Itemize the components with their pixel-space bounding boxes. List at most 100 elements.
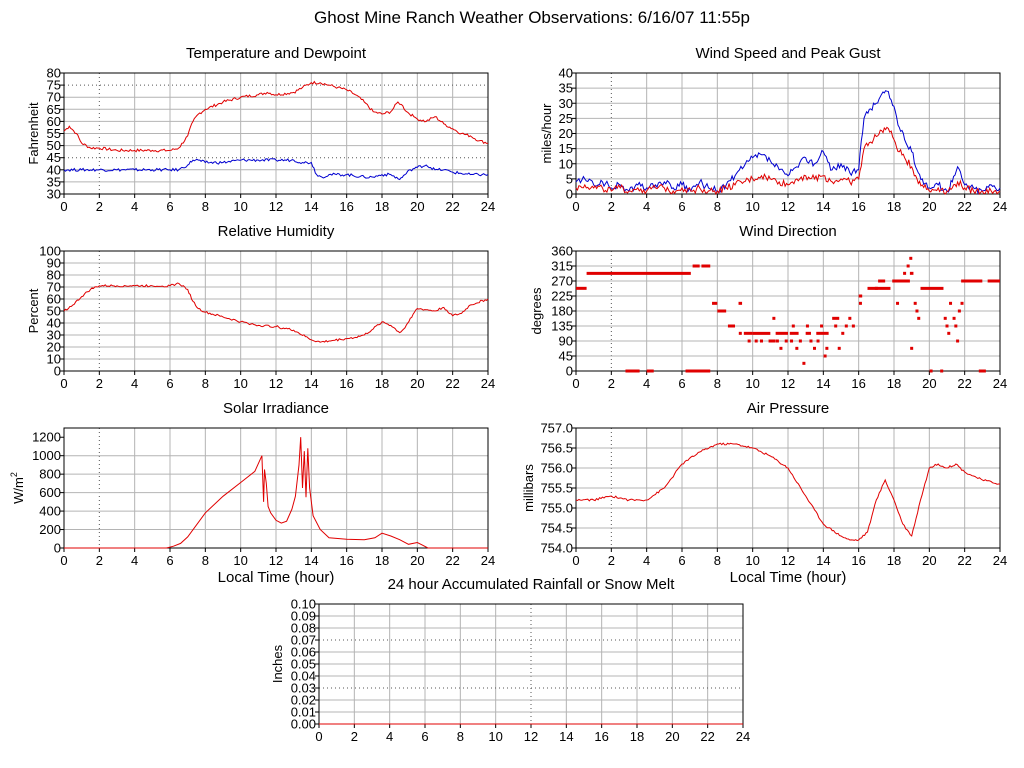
x-tick-label: 16 xyxy=(851,376,865,391)
y-axis-label-exponent: 2 xyxy=(9,472,19,477)
x-tick-label: 14 xyxy=(304,376,318,391)
x-tick-label: 16 xyxy=(339,553,353,568)
direction-point xyxy=(851,324,855,328)
direction-point xyxy=(943,316,947,320)
x-tick-label: 14 xyxy=(559,729,573,744)
series-line-rh-red xyxy=(63,282,489,343)
direction-point xyxy=(858,301,862,305)
x-tick-label: 8 xyxy=(714,553,721,568)
chart-title: Solar Irradiance xyxy=(223,400,329,417)
chart-press: 0 2 4 6 8 10 12 14 16 18 20 22 24754.0754.5755.0755.… xyxy=(521,400,1007,586)
y-tick-label: 0.08 xyxy=(291,621,316,636)
y-tick-label: 40 xyxy=(47,162,61,177)
x-tick-label: 24 xyxy=(993,199,1007,214)
x-tick-label: 0 xyxy=(60,553,67,568)
x-tick-label: 4 xyxy=(131,376,138,391)
direction-point xyxy=(917,316,921,320)
y-tick-label: 0 xyxy=(54,364,61,379)
direction-point xyxy=(809,339,813,343)
chart-dir: 0 2 4 6 8 10 12 14 16 18 20 22 240459013518022527031… xyxy=(529,223,1007,391)
direction-point xyxy=(820,324,824,328)
x-tick-label: 6 xyxy=(678,199,685,214)
y-tick-label: 1000 xyxy=(32,448,61,463)
x-tick-label: 18 xyxy=(375,376,389,391)
x-tick-label: 24 xyxy=(481,376,495,391)
direction-point xyxy=(837,346,841,350)
x-tick-label: 8 xyxy=(202,199,209,214)
x-tick-label: 10 xyxy=(233,199,247,214)
series-line-wind-blue xyxy=(575,90,1001,195)
direction-point xyxy=(903,271,907,275)
direction-point xyxy=(841,331,845,335)
x-tick-label: 18 xyxy=(630,729,644,744)
y-tick-label: 0.09 xyxy=(291,609,316,624)
direction-point xyxy=(844,324,848,328)
y-tick-label: 0.10 xyxy=(291,597,316,612)
chart-title: Relative Humidity xyxy=(218,223,335,240)
x-tick-label: 22 xyxy=(700,729,714,744)
y-tick-label: 600 xyxy=(39,485,61,500)
x-tick-label: 18 xyxy=(887,199,901,214)
y-axis-label: Percent xyxy=(26,288,41,333)
x-tick-label: 4 xyxy=(386,729,393,744)
direction-point xyxy=(775,339,779,343)
y-tick-label: 30 xyxy=(559,96,573,111)
chart-temp: 0 2 4 6 8 10 12 14 16 18 20 22 243035404550556065707… xyxy=(26,45,495,214)
x-tick-label: 0 xyxy=(572,553,579,568)
direction-point xyxy=(784,339,788,343)
x-tick-label: 14 xyxy=(304,553,318,568)
direction-point xyxy=(823,354,827,358)
direction-point xyxy=(940,369,944,373)
chart-rh: 0 2 4 6 8 10 12 14 16 18 20 22 240102030405060708090… xyxy=(26,223,495,391)
direction-point xyxy=(805,324,809,328)
x-tick-label: 10 xyxy=(745,199,759,214)
x-tick-label: 12 xyxy=(524,729,538,744)
x-tick-label: 12 xyxy=(269,553,283,568)
series-line-temp-red xyxy=(63,80,489,153)
direction-point xyxy=(906,264,910,268)
x-tick-label: 12 xyxy=(781,553,795,568)
x-tick-label: 16 xyxy=(851,553,865,568)
x-tick-label: 18 xyxy=(887,553,901,568)
x-tick-label: 8 xyxy=(457,729,464,744)
y-tick-label: 90 xyxy=(559,334,573,349)
x-tick-label: 2 xyxy=(608,553,615,568)
series-line-temp-blue xyxy=(63,158,489,181)
x-tick-label: 20 xyxy=(410,376,424,391)
y-tick-label: 65 xyxy=(47,102,61,117)
y-axis-label: Fahrenheit xyxy=(26,102,41,165)
y-tick-label: 15 xyxy=(559,141,573,156)
y-tick-label: 400 xyxy=(39,504,61,519)
y-tick-label: 50 xyxy=(47,304,61,319)
y-tick-label: 90 xyxy=(47,256,61,271)
x-tick-label: 6 xyxy=(421,729,428,744)
y-tick-label: 45 xyxy=(559,349,573,364)
y-tick-label: 60 xyxy=(47,292,61,307)
direction-point xyxy=(802,361,806,365)
direction-point xyxy=(791,324,795,328)
direction-point xyxy=(947,331,951,335)
y-tick-label: 10 xyxy=(559,156,573,171)
y-tick-label: 45 xyxy=(47,150,61,165)
x-tick-label: 4 xyxy=(643,376,650,391)
x-tick-label: 20 xyxy=(922,553,936,568)
y-tick-label: 0.01 xyxy=(291,705,316,720)
series-line-solar-red xyxy=(64,437,488,549)
direction-point xyxy=(834,324,838,328)
x-tick-label: 10 xyxy=(745,553,759,568)
direction-point xyxy=(754,339,758,343)
x-tick-label: 4 xyxy=(643,553,650,568)
direction-point xyxy=(747,339,751,343)
direction-point xyxy=(825,346,829,350)
x-tick-label: 24 xyxy=(481,199,495,214)
x-tick-label: 14 xyxy=(816,376,830,391)
x-tick-label: 20 xyxy=(410,199,424,214)
y-tick-label: 40 xyxy=(47,316,61,331)
series-line-press-red xyxy=(575,442,1000,542)
x-tick-label: 6 xyxy=(166,199,173,214)
direction-point xyxy=(795,346,799,350)
x-tick-label: 12 xyxy=(269,376,283,391)
y-tick-label: 60 xyxy=(47,114,61,129)
x-tick-label: 16 xyxy=(339,376,353,391)
